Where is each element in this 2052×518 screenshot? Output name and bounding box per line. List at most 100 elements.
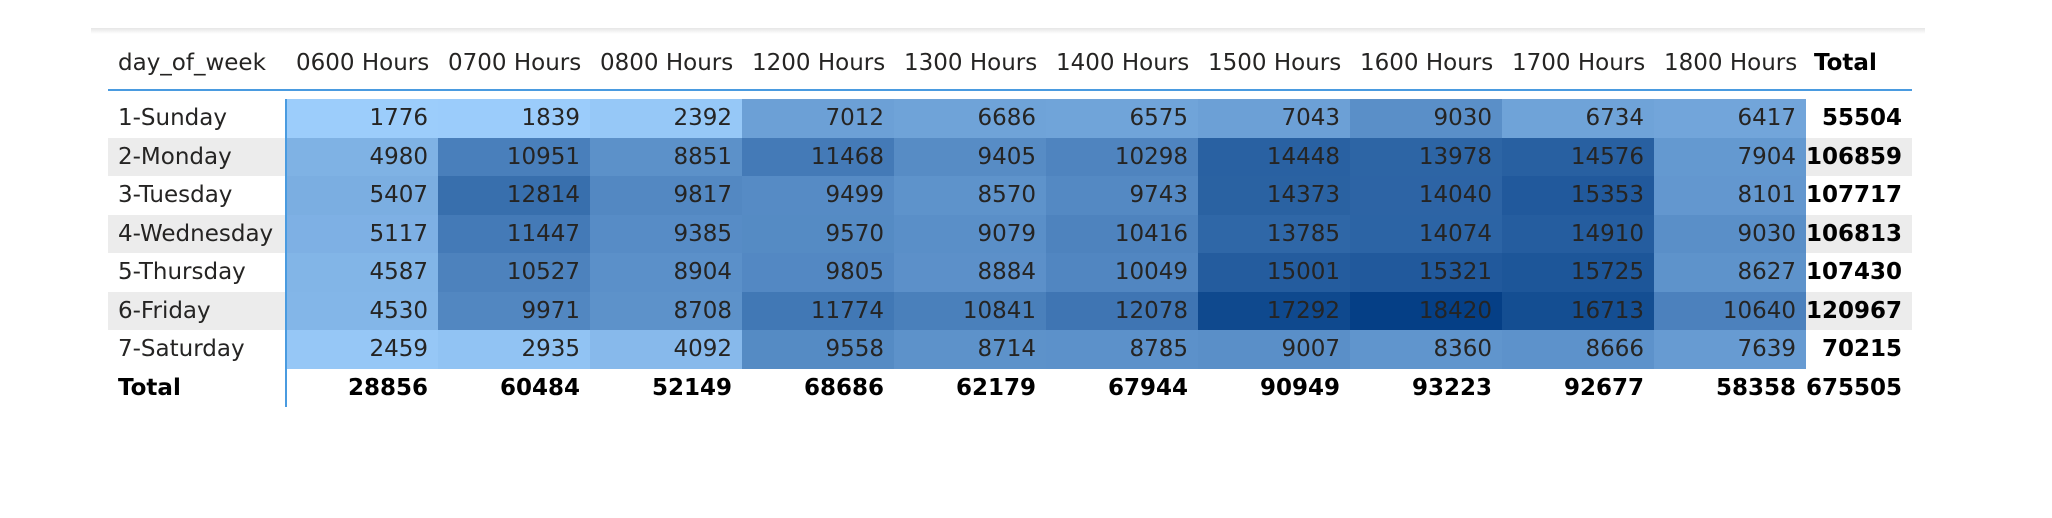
heatmap-cell[interactable]: 14074 bbox=[1350, 214, 1502, 253]
heatmap-cell[interactable]: 8570 bbox=[894, 176, 1046, 215]
column-total[interactable]: 62179 bbox=[955, 374, 1036, 401]
row-total[interactable]: 55504 bbox=[1822, 105, 1903, 132]
row-header-label[interactable]: day_of_week bbox=[108, 36, 286, 91]
heatmap-cell[interactable]: 9007 bbox=[1198, 330, 1350, 369]
total-row-header[interactable]: Total bbox=[108, 368, 287, 407]
heatmap-cell[interactable]: 10049 bbox=[1046, 253, 1198, 292]
heatmap-cell[interactable]: 5117 bbox=[286, 214, 438, 253]
heatmap-cell[interactable]: 15001 bbox=[1198, 253, 1350, 292]
heatmap-cell[interactable]: 12814 bbox=[438, 176, 590, 215]
heatmap-cell[interactable]: 6686 bbox=[894, 99, 1046, 138]
heatmap-cell[interactable]: 8884 bbox=[894, 253, 1046, 292]
heatmap-cell[interactable]: 2392 bbox=[590, 99, 742, 138]
heatmap-cell[interactable]: 7012 bbox=[742, 99, 894, 138]
heatmap-cell[interactable]: 6734 bbox=[1502, 99, 1654, 138]
heatmap-cell[interactable]: 6575 bbox=[1046, 99, 1198, 138]
column-header[interactable]: 0700 Hours bbox=[438, 36, 590, 91]
heatmap-cell[interactable]: 10527 bbox=[438, 253, 590, 292]
row-header[interactable]: 2-Monday bbox=[108, 137, 287, 176]
total-column-header[interactable]: Total bbox=[1806, 36, 1913, 91]
column-total[interactable]: 92677 bbox=[1563, 374, 1644, 401]
row-header[interactable]: 1-Sunday bbox=[108, 99, 287, 138]
heatmap-cell[interactable]: 10841 bbox=[894, 291, 1046, 330]
row-total[interactable]: 107430 bbox=[1806, 259, 1903, 286]
column-header[interactable]: 1400 Hours bbox=[1046, 36, 1198, 91]
heatmap-cell[interactable]: 10951 bbox=[438, 137, 590, 176]
heatmap-cell[interactable]: 9079 bbox=[894, 214, 1046, 253]
heatmap-cell[interactable]: 1776 bbox=[286, 99, 438, 138]
column-header[interactable]: 1500 Hours bbox=[1198, 36, 1350, 91]
heatmap-cell[interactable]: 8714 bbox=[894, 330, 1046, 369]
heatmap-cell[interactable]: 4980 bbox=[286, 137, 438, 176]
column-total[interactable]: 58358 bbox=[1715, 374, 1796, 401]
heatmap-cell[interactable]: 18420 bbox=[1350, 291, 1502, 330]
heatmap-cell[interactable]: 15321 bbox=[1350, 253, 1502, 292]
heatmap-cell[interactable]: 8708 bbox=[590, 291, 742, 330]
column-header[interactable]: 1300 Hours bbox=[894, 36, 1046, 91]
heatmap-cell[interactable]: 8627 bbox=[1654, 253, 1806, 292]
column-header[interactable]: 1600 Hours bbox=[1350, 36, 1502, 91]
heatmap-cell[interactable]: 4092 bbox=[590, 330, 742, 369]
heatmap-cell[interactable]: 11774 bbox=[742, 291, 894, 330]
column-total[interactable]: 52149 bbox=[651, 374, 732, 401]
column-total[interactable]: 90949 bbox=[1259, 374, 1340, 401]
heatmap-cell[interactable]: 9030 bbox=[1654, 214, 1806, 253]
column-total[interactable]: 28856 bbox=[347, 374, 428, 401]
heatmap-cell[interactable]: 8904 bbox=[590, 253, 742, 292]
heatmap-cell[interactable]: 9570 bbox=[742, 214, 894, 253]
column-total[interactable]: 68686 bbox=[803, 374, 884, 401]
heatmap-cell[interactable]: 9385 bbox=[590, 214, 742, 253]
heatmap-cell[interactable]: 9558 bbox=[742, 330, 894, 369]
heatmap-cell[interactable]: 2459 bbox=[286, 330, 438, 369]
heatmap-cell[interactable]: 7639 bbox=[1654, 330, 1806, 369]
heatmap-cell[interactable]: 7043 bbox=[1198, 99, 1350, 138]
heatmap-cell[interactable]: 5407 bbox=[286, 176, 438, 215]
heatmap-cell[interactable]: 4530 bbox=[286, 291, 438, 330]
column-total[interactable]: 93223 bbox=[1411, 374, 1492, 401]
row-header[interactable]: 4-Wednesday bbox=[108, 214, 287, 253]
heatmap-cell[interactable]: 8785 bbox=[1046, 330, 1198, 369]
column-total[interactable]: 60484 bbox=[499, 374, 580, 401]
heatmap-cell[interactable]: 8360 bbox=[1350, 330, 1502, 369]
heatmap-cell[interactable]: 2935 bbox=[438, 330, 590, 369]
row-total[interactable]: 70215 bbox=[1822, 336, 1903, 363]
heatmap-cell[interactable]: 10298 bbox=[1046, 137, 1198, 176]
heatmap-cell[interactable]: 14448 bbox=[1198, 137, 1350, 176]
heatmap-cell[interactable]: 14373 bbox=[1198, 176, 1350, 215]
heatmap-cell[interactable]: 9030 bbox=[1350, 99, 1502, 138]
heatmap-cell[interactable]: 6417 bbox=[1654, 99, 1806, 138]
heatmap-cell[interactable]: 8851 bbox=[590, 137, 742, 176]
heatmap-cell[interactable]: 8666 bbox=[1502, 330, 1654, 369]
heatmap-cell[interactable]: 9817 bbox=[590, 176, 742, 215]
column-total[interactable]: 67944 bbox=[1107, 374, 1188, 401]
heatmap-cell[interactable]: 9405 bbox=[894, 137, 1046, 176]
heatmap-cell[interactable]: 9743 bbox=[1046, 176, 1198, 215]
heatmap-cell[interactable]: 13978 bbox=[1350, 137, 1502, 176]
heatmap-cell[interactable]: 13785 bbox=[1198, 214, 1350, 253]
grand-total[interactable]: 675505 bbox=[1806, 374, 1903, 401]
heatmap-cell[interactable]: 10640 bbox=[1654, 291, 1806, 330]
heatmap-cell[interactable]: 14576 bbox=[1502, 137, 1654, 176]
row-header[interactable]: 3-Tuesday bbox=[108, 176, 287, 215]
heatmap-cell[interactable]: 10416 bbox=[1046, 214, 1198, 253]
heatmap-cell[interactable]: 9499 bbox=[742, 176, 894, 215]
column-header[interactable]: 1200 Hours bbox=[742, 36, 894, 91]
heatmap-cell[interactable]: 11447 bbox=[438, 214, 590, 253]
heatmap-cell[interactable]: 16713 bbox=[1502, 291, 1654, 330]
row-total[interactable]: 106859 bbox=[1806, 137, 1913, 176]
column-header[interactable]: 1800 Hours bbox=[1654, 36, 1806, 91]
heatmap-cell[interactable]: 17292 bbox=[1198, 291, 1350, 330]
column-header[interactable]: 0600 Hours bbox=[286, 36, 438, 91]
heatmap-cell[interactable]: 15353 bbox=[1502, 176, 1654, 215]
heatmap-cell[interactable]: 9971 bbox=[438, 291, 590, 330]
row-header[interactable]: 7-Saturday bbox=[108, 330, 287, 369]
heatmap-cell[interactable]: 7904 bbox=[1654, 137, 1806, 176]
heatmap-cell[interactable]: 4587 bbox=[286, 253, 438, 292]
row-total[interactable]: 107717 bbox=[1806, 182, 1903, 209]
heatmap-cell[interactable]: 14040 bbox=[1350, 176, 1502, 215]
row-header[interactable]: 5-Thursday bbox=[108, 253, 287, 292]
row-total[interactable]: 120967 bbox=[1806, 291, 1913, 330]
column-header[interactable]: 0800 Hours bbox=[590, 36, 742, 91]
heatmap-cell[interactable]: 15725 bbox=[1502, 253, 1654, 292]
heatmap-cell[interactable]: 12078 bbox=[1046, 291, 1198, 330]
